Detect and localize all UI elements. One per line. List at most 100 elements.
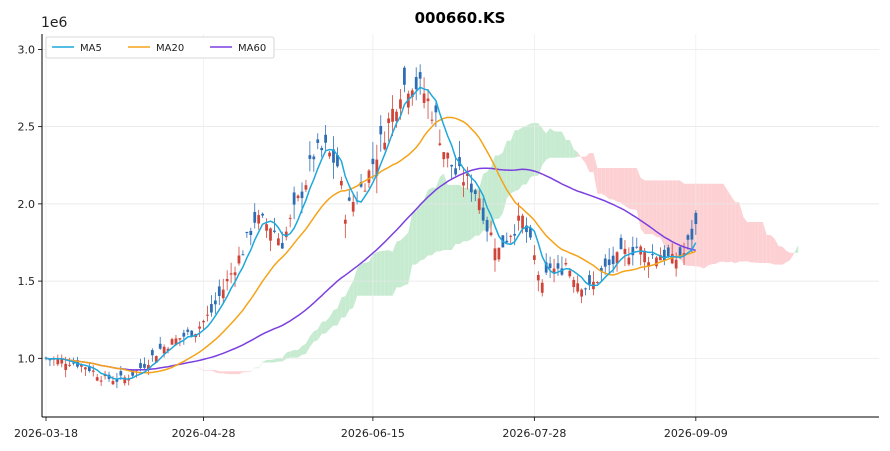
candle-body [399,99,402,109]
candle-body [603,258,607,267]
candle-body [564,263,568,265]
candle-body [324,134,328,143]
candle-body [44,357,48,359]
cloud-segment [514,130,519,192]
cloud-segment [309,331,314,347]
cloud-segment [388,250,393,296]
cloud-segment [148,358,153,362]
candle-body [48,359,52,361]
candle-body [422,93,426,103]
candle-body [446,152,450,159]
cloud-segment [459,184,464,244]
cloud-segment [613,168,618,202]
ma20-line [45,116,697,374]
candle-body [312,156,316,160]
cloud-segment [550,128,555,158]
cloud-segment [439,173,444,252]
candle-body [599,268,603,272]
candle-body [623,248,627,255]
x-tick-label: 2026-07-28 [502,427,566,440]
cloud-segment [546,128,551,160]
candle-body [182,332,186,337]
cloud-segment [703,183,708,269]
axes: 1.0 1.5 2.0 2.5 3.0 2026-03-18 2026-04-28 2026-… [14,34,879,440]
cloud-segment [325,317,330,334]
cloud-segment [502,140,507,214]
cloud-segment [317,321,322,341]
cloud-segment [329,310,334,330]
cloud-segment [597,168,602,194]
candle-body [662,249,666,261]
candle-body [438,143,442,145]
cloud-segment [353,268,358,308]
ma5-line [45,86,697,380]
candle-body [536,274,540,281]
candle-body [414,77,418,90]
cloud-segment [498,152,503,219]
candle-body [521,215,524,229]
cloud-segment [199,367,204,371]
cloud-segment [372,251,377,296]
candle-body [292,192,296,205]
cloud-segment [305,336,310,354]
candle-body [143,363,146,368]
cloud-segment [238,371,243,375]
candle-body [261,213,264,216]
cloud-segment [404,232,409,286]
cloud-segment [624,168,629,209]
candle-body [651,254,654,256]
cloud-segment [581,156,586,164]
candle-body [245,232,249,234]
candle-body [513,233,517,236]
cloud-segment [400,236,405,288]
cloud-segment [644,180,649,235]
y-tick-label: 2.0 [18,198,36,211]
candle-body [115,378,119,382]
cloud-segment [420,199,425,261]
cloud-segment [656,180,661,238]
cloud-segment [467,187,472,242]
moving-averages [45,86,697,380]
cloud-segment [632,168,637,211]
x-tick-label: 2026-04-28 [172,427,236,440]
legend-label-ma20: MA20 [156,43,184,54]
cloud-segment [211,370,216,373]
cloud-segment [223,371,228,374]
candle-body [489,232,493,236]
cloud-segment [451,184,456,250]
cloud-segment [301,343,306,355]
cloud-segment [640,177,645,235]
candle-body [403,67,406,85]
candle-body [540,282,544,293]
candle-body [466,173,469,176]
cloud-segment [538,123,543,176]
candle-body [410,90,414,98]
candle-body [584,288,587,290]
candle-body [280,242,284,249]
cloud-segment [471,188,476,240]
cloud-segment [518,127,523,190]
candle-body [462,182,465,186]
legend-label-ma5: MA5 [80,43,102,54]
candle-body [174,338,178,345]
candle-body [316,139,320,143]
cloud-segment [758,222,763,264]
cloud-segment [396,240,401,288]
candle-body [588,275,591,285]
candle-body [379,125,383,135]
candle-body [686,235,690,240]
candle-body [162,346,166,354]
candle-body [336,154,339,167]
candle-body [505,240,509,243]
cloud-segment [250,367,255,373]
candle-body [217,286,221,296]
candle-body [485,219,489,232]
x-tick-label: 2026-09-09 [664,427,728,440]
cloud-segment [628,168,633,210]
y-tick-label: 3.0 [18,43,36,56]
cloud-segment [337,297,342,326]
cloud-segment [258,361,263,369]
candle-body [595,282,599,284]
candle-body [469,183,473,193]
y-axis-offset-label: 1e6 [41,15,68,31]
